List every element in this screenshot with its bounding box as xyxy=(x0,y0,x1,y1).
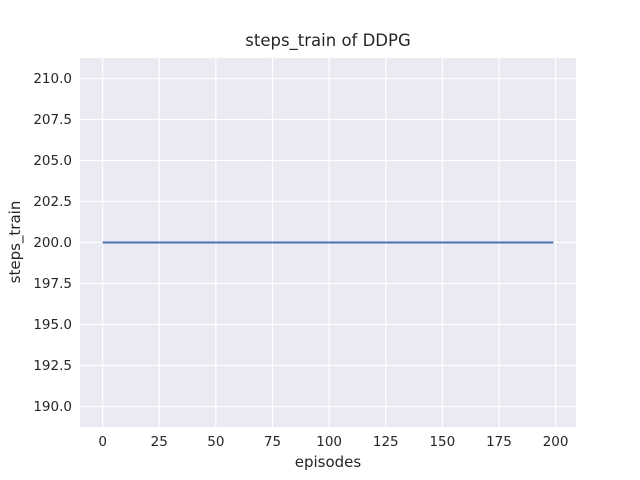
y-tick-label: 192.5 xyxy=(33,357,72,374)
y-tick-label: 210.0 xyxy=(33,70,72,87)
y-tick-label: 195.0 xyxy=(33,316,72,333)
chart-title: steps_train of DDPG xyxy=(245,31,411,50)
x-tick-label: 50 xyxy=(207,434,225,450)
y-tick-label: 200.0 xyxy=(33,234,72,251)
x-tick-label: 200 xyxy=(542,434,569,450)
x-tick-label: 75 xyxy=(263,434,282,450)
y-tick-label: 205.0 xyxy=(33,152,72,169)
x-tick-label: 150 xyxy=(429,434,456,450)
y-axis-label-text: steps_train xyxy=(6,200,24,284)
y-tick-label: 207.5 xyxy=(33,111,72,128)
y-tick-label: 190.0 xyxy=(33,398,72,415)
plot-area xyxy=(80,58,576,427)
x-axis-label: episodes xyxy=(294,453,362,471)
x-tick-label: 125 xyxy=(372,434,399,450)
x-tick-label: 175 xyxy=(486,434,512,450)
x-tick-label: 25 xyxy=(150,434,168,450)
y-tick-label: 197.5 xyxy=(33,275,72,292)
x-tick-label: 100 xyxy=(316,434,343,450)
plot-canvas xyxy=(80,58,576,427)
y-tick-label: 202.5 xyxy=(33,193,72,210)
x-tick-label: 0 xyxy=(98,434,107,450)
